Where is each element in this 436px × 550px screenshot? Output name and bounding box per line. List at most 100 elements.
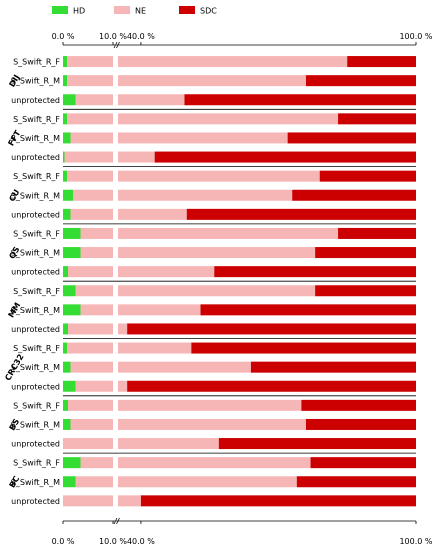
- legend: HD NE SDC: [52, 6, 217, 16]
- bar-dij-0-ne-left: [67, 56, 113, 68]
- row-label-bs-1: S_Swift_R_M: [11, 420, 60, 429]
- bar-crc32-1-hd-left: [63, 361, 71, 373]
- row-label-bc-1: S_Swift_R_M: [11, 478, 60, 487]
- bar-bs-0-hd-left: [63, 399, 68, 411]
- bar-mm-2-sdc-right: [127, 323, 417, 335]
- bar-mm-0-hd-left: [63, 285, 76, 297]
- bar-qs-0-hd-left: [63, 227, 81, 239]
- bar-fft-2-ne-left: [64, 151, 113, 163]
- bar-crc32-2-ne-left: [75, 380, 113, 392]
- bar-crc32-2-hd-left: [63, 380, 76, 392]
- bar-bc-2-sdc-right: [140, 495, 416, 507]
- bar-fft-1-sdc-right: [287, 132, 416, 144]
- row-label-bs-0: S_Swift_R_F: [13, 401, 60, 410]
- bar-dij-2-ne-left: [75, 94, 113, 106]
- bar-bs-0-sdc-right: [301, 399, 416, 411]
- bar-fft-2-hd-left: [63, 151, 65, 163]
- row-label-mm-2: unprotected: [11, 325, 60, 334]
- bars: [63, 56, 417, 507]
- x-axis-bottom-break-mark-1: [113, 517, 118, 525]
- bar-dij-2-hd-left: [63, 94, 76, 106]
- bar-cu-1-ne-right: [118, 189, 293, 201]
- x-axis-top-tick-label-2: 40.0 %: [127, 32, 155, 41]
- bar-cu-1-hd-left: [63, 189, 73, 201]
- bar-mm-1-ne-left: [80, 304, 113, 316]
- row-label-crc32-2: unprotected: [11, 382, 60, 391]
- bar-crc32-0-sdc-right: [191, 342, 416, 354]
- bar-qs-1-hd-left: [63, 247, 81, 259]
- bar-dij-0-ne-right: [118, 56, 348, 68]
- bar-cu-2-ne-left: [70, 208, 113, 220]
- bar-mm-2-hd-left: [63, 323, 68, 335]
- bar-crc32-0-ne-left: [67, 342, 113, 354]
- bar-qs-2-hd-left: [63, 266, 68, 278]
- x-axis-top-break-mark-1: [113, 41, 118, 49]
- bar-cu-2-hd-left: [63, 208, 71, 220]
- row-label-qs-0: S_Swift_R_F: [13, 229, 60, 238]
- row-label-cu-2: unprotected: [11, 210, 60, 219]
- bar-bs-1-ne-right: [118, 418, 306, 430]
- bar-dij-2-sdc-right: [184, 94, 416, 106]
- bar-dij-0-sdc-right: [347, 56, 416, 68]
- x-axis-top-tick-label-1: 10.0 %: [99, 32, 127, 41]
- bar-bc-0-hd-left: [63, 457, 81, 469]
- bar-bs-1-hd-left: [63, 418, 71, 430]
- x-axis-bottom-tick-label-1: 10.0 %: [99, 537, 127, 546]
- bar-mm-0-ne-left: [75, 285, 113, 297]
- row-label-mm-0: S_Swift_R_F: [13, 287, 60, 296]
- bar-mm-1-ne-right: [118, 304, 201, 316]
- bar-crc32-0-ne-right: [118, 342, 192, 354]
- bar-cu-1-sdc-right: [292, 189, 416, 201]
- group-label-qs: QS: [7, 245, 21, 261]
- bar-dij-1-ne-right: [118, 75, 306, 87]
- bar-bs-0-ne-left: [68, 399, 113, 411]
- row-labels: S_Swift_R_FS_Swift_R_MunprotectedDIJS_Sw…: [3, 58, 60, 506]
- legend-swatch-ne: [114, 6, 130, 14]
- bar-bs-2-ne-left: [63, 438, 113, 450]
- bar-fft-1-hd-left: [63, 132, 71, 144]
- x-axis-bottom-tick-label-3: 100.0 %: [399, 537, 432, 546]
- x-axis-top-tick-label-3: 100.0 %: [399, 32, 432, 41]
- row-label-fft-2: unprotected: [11, 153, 60, 162]
- bar-dij-2-ne-right: [118, 94, 185, 106]
- bar-bs-1-sdc-right: [305, 418, 416, 430]
- bar-dij-1-sdc-right: [305, 75, 416, 87]
- bar-mm-0-ne-right: [118, 285, 316, 297]
- bar-cu-0-ne-left: [67, 170, 113, 182]
- bar-bc-0-sdc-right: [310, 457, 416, 469]
- legend-label-sdc: SDC: [200, 7, 217, 16]
- bar-cu-2-sdc-right: [186, 208, 416, 220]
- x-axis-top-break-mark-2: [116, 41, 120, 49]
- bar-bs-0-ne-right: [118, 399, 302, 411]
- bar-qs-1-ne-left: [80, 247, 113, 259]
- x-axis-bottom-tick-label-2: 40.0 %: [127, 537, 155, 546]
- bar-fft-0-ne-right: [118, 113, 339, 125]
- bar-qs-1-sdc-right: [315, 247, 416, 259]
- x-axis-bottom-break-mark-2: [116, 517, 120, 525]
- row-label-crc32-0: S_Swift_R_F: [13, 344, 60, 353]
- bar-cu-1-ne-left: [73, 189, 113, 201]
- bar-crc32-2-ne-right: [118, 380, 128, 392]
- x-axis-bottom-tick-label-0: 0.0 %: [52, 537, 75, 546]
- bar-qs-0-sdc-right: [338, 227, 416, 239]
- legend-label-hd: HD: [73, 7, 85, 16]
- bar-fft-0-sdc-right: [338, 113, 416, 125]
- group-separators: [63, 108, 416, 454]
- row-label-bs-2: unprotected: [11, 440, 60, 449]
- row-label-bc-0: S_Swift_R_F: [13, 459, 60, 468]
- bar-bc-2-ne-right: [118, 495, 141, 507]
- bar-bc-1-sdc-right: [296, 476, 416, 488]
- bar-fft-2-ne-right: [118, 151, 155, 163]
- legend-label-ne: NE: [135, 7, 146, 16]
- bar-bs-2-ne-right: [118, 438, 219, 450]
- bar-fft-0-ne-left: [67, 113, 113, 125]
- bar-cu-0-hd-left: [63, 170, 67, 182]
- bar-fft-1-ne-left: [70, 132, 113, 144]
- group-label-bs: BS: [8, 417, 22, 432]
- bar-fft-0-hd-left: [63, 113, 67, 125]
- row-label-mm-1: S_Swift_R_M: [11, 306, 60, 315]
- bar-mm-1-sdc-right: [200, 304, 416, 316]
- bar-dij-0-hd-left: [63, 56, 67, 68]
- bar-bc-1-ne-left: [75, 476, 113, 488]
- bar-bs-2-sdc-right: [218, 438, 416, 450]
